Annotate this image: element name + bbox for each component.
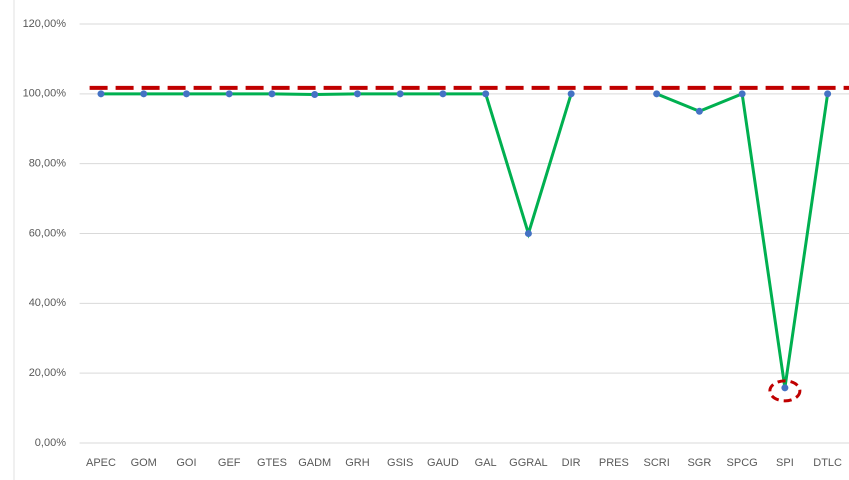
- x-tick-label: GSIS: [387, 457, 413, 469]
- x-tick-label: GADM: [298, 457, 331, 469]
- point: [396, 90, 404, 98]
- x-tick-label: GRH: [345, 457, 370, 469]
- x-tick-label: PRES: [599, 457, 629, 469]
- x-tick-label: DIR: [562, 457, 581, 469]
- point: [738, 90, 746, 98]
- point: [439, 90, 447, 98]
- y-tick-label: 100,00%: [23, 88, 67, 100]
- point: [781, 384, 789, 392]
- x-tick-label: SCRI: [644, 457, 670, 469]
- point: [482, 90, 490, 98]
- x-tick-label: SGR: [687, 457, 711, 469]
- point: [653, 90, 661, 98]
- point: [182, 90, 190, 98]
- y-tick-label: 20,00%: [29, 367, 67, 379]
- y-tick-label: 60,00%: [29, 227, 67, 239]
- point: [311, 91, 319, 99]
- x-tick-label: SPI: [776, 457, 794, 469]
- x-tick-label: GAL: [475, 457, 497, 469]
- point: [824, 90, 832, 98]
- x-tick-label: GOM: [131, 457, 157, 469]
- x-tick-label: SPCG: [727, 457, 758, 469]
- x-tick-label: DTLC: [813, 457, 842, 469]
- x-tick-label: GOI: [176, 457, 196, 469]
- point: [567, 90, 575, 98]
- y-tick-label: 80,00%: [29, 158, 67, 170]
- y-tick-label: 0,00%: [35, 437, 66, 449]
- y-tick-label: 120,00%: [23, 18, 67, 30]
- x-tick-label: APEC: [86, 457, 116, 469]
- series-line: [100, 92, 573, 239]
- x-tick-label: GAUD: [427, 457, 459, 469]
- y-tick-label: 40,00%: [29, 297, 67, 309]
- point: [97, 90, 105, 98]
- point: [268, 90, 276, 98]
- point: [225, 90, 233, 98]
- point: [353, 90, 361, 98]
- x-tick-label: GGRAL: [509, 457, 548, 469]
- x-tick-label: GTES: [257, 457, 287, 469]
- highlight-circle: [768, 379, 802, 403]
- point: [524, 230, 532, 237]
- point: [695, 107, 703, 115]
- point: [140, 90, 148, 98]
- x-tick-label: GEF: [218, 457, 241, 469]
